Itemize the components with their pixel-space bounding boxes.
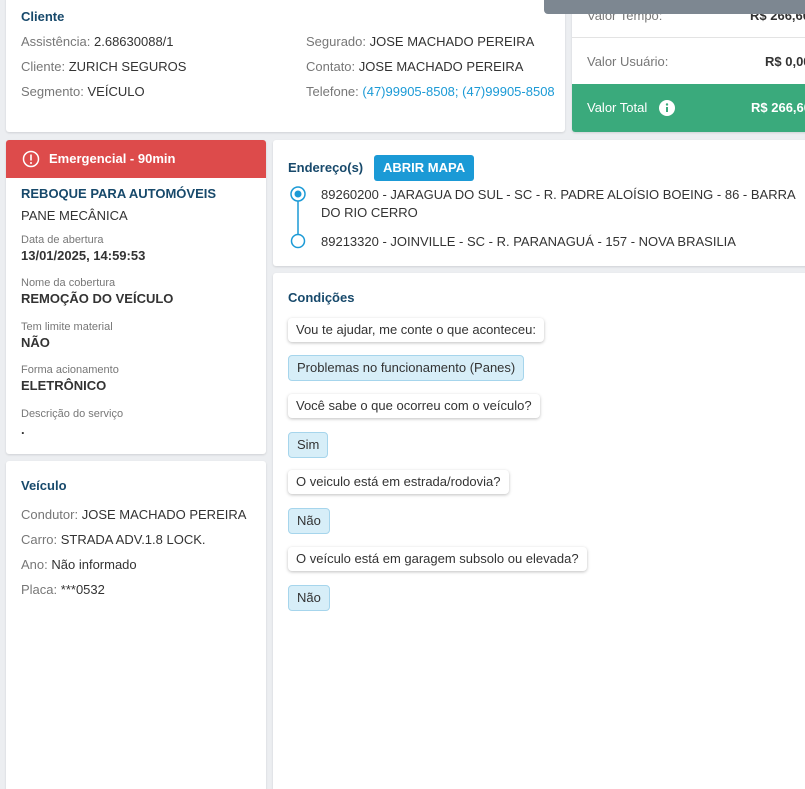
label: Segmento: — [21, 84, 84, 99]
label: Nome da cobertura — [21, 277, 116, 289]
values-card: Valor Tempo: R$ 266,60 Valor Usuário: R$… — [572, 0, 805, 132]
answer: Sim — [288, 432, 329, 458]
field: Segmento: VEÍCULO — [21, 84, 145, 100]
field: Segurado: JOSE MACHADO PEREIRA — [306, 34, 534, 50]
value: ELETRÔNICO — [21, 378, 107, 393]
value: JOSE MACHADO PEREIRA — [81, 507, 247, 522]
service-subtitle: PANE MECÂNICA — [21, 208, 128, 223]
field: Assistência: 2.68630088/1 — [21, 34, 174, 50]
label: Ano: — [21, 557, 48, 572]
label: Condutor: — [21, 507, 79, 522]
value: VEÍCULO — [87, 84, 145, 99]
info-icon[interactable] — [658, 99, 676, 117]
question: O veículo está em garagem subsolo ou ele… — [288, 547, 587, 571]
client-title: Cliente — [21, 9, 65, 24]
value: . — [21, 422, 25, 437]
field: Carro: STRADA ADV.1.8 LOCK. — [21, 532, 206, 548]
address: 89213320 - JOINVILLE - SC - R. PARANAGUÁ… — [321, 234, 736, 249]
question: O veiculo está em estrada/rodovia? — [288, 470, 509, 494]
label: Telefone: — [306, 84, 359, 99]
label: Assistência: — [21, 34, 91, 49]
label: Valor Usuário: — [587, 54, 669, 69]
value: R$ 0,00 — [765, 54, 805, 69]
conditions-card: Condições Vou te ajudar, me conte o que … — [273, 273, 805, 789]
value: STRADA ADV.1.8 LOCK. — [60, 532, 206, 547]
answer: Não — [288, 585, 330, 611]
client-card: Cliente Assistência: 2.68630088/1 Client… — [6, 0, 565, 132]
conditions-title: Condições — [288, 290, 355, 305]
answer: Problemas no funcionamento (Panes) — [288, 355, 525, 381]
field: Telefone: (47)99905-8508; (47)99905-8508 — [306, 84, 555, 100]
field: Contato: JOSE MACHADO PEREIRA — [306, 59, 523, 75]
service-title: REBOQUE PARA AUTOMÓVEIS — [21, 186, 217, 201]
question: Vou te ajudar, me conte o que aconteceu: — [288, 318, 544, 342]
label: Carro: — [21, 532, 58, 547]
field: Cliente: ZURICH SEGUROS — [21, 59, 186, 75]
label: Data de abertura — [21, 234, 104, 246]
value: 2.68630088/1 — [94, 34, 174, 49]
address-title: Endereço(s) — [288, 160, 364, 175]
value: JOSE MACHADO PEREIRA — [369, 34, 535, 49]
answer: Não — [288, 508, 330, 534]
timeline — [290, 186, 306, 249]
label: Tem limite material — [21, 321, 113, 333]
label: Forma acionamento — [21, 364, 119, 376]
label: Segurado: — [306, 34, 366, 49]
alert-icon — [22, 150, 40, 168]
divider — [572, 37, 805, 38]
map-button[interactable]: ABRIR MAPA — [374, 155, 475, 181]
tooltip — [544, 0, 805, 14]
field: Condutor: JOSE MACHADO PEREIRA — [21, 507, 246, 523]
value: JOSE MACHADO PEREIRA — [358, 59, 524, 74]
label: Valor Total — [587, 100, 648, 115]
address: 89260200 - JARAGUA DO SUL - SC - R. PADR… — [321, 187, 795, 220]
question: Você sabe o que ocorreu com o veículo? — [288, 394, 540, 418]
value: NÃO — [21, 335, 50, 350]
total-bar: Valor Total R$ 266,60 — [572, 84, 805, 132]
vehicle-card: Veículo Condutor: JOSE MACHADO PEREIRA C… — [6, 461, 266, 789]
value: REMOÇÃO DO VEÍCULO — [21, 291, 174, 306]
field: Ano: Não informado — [21, 557, 137, 573]
service-card: Emergencial - 90min REBOQUE PARA AUTOMÓV… — [6, 140, 266, 454]
badge: Emergencial - 90min — [6, 140, 266, 178]
field: Placa: ***0532 — [21, 582, 105, 598]
vehicle-title: Veículo — [21, 478, 67, 493]
phone-link[interactable]: (47)99905-8508; (47)99905-8508 — [362, 84, 555, 99]
value: ***0532 — [60, 582, 105, 597]
value: 13/01/2025, 14:59:53 — [21, 248, 146, 263]
label: Placa: — [21, 582, 58, 597]
value: ZURICH SEGUROS — [68, 59, 187, 74]
value: Não informado — [51, 557, 137, 572]
label: Descrição do serviço — [21, 408, 124, 420]
address-card: Endereço(s) ABRIR MAPA 89260200 - JARAGU… — [273, 140, 805, 266]
badge-text: Emergencial - 90min — [49, 151, 176, 166]
label: Cliente: — [21, 59, 66, 74]
value: R$ 266,60 — [751, 100, 805, 115]
label: Contato: — [306, 59, 356, 74]
